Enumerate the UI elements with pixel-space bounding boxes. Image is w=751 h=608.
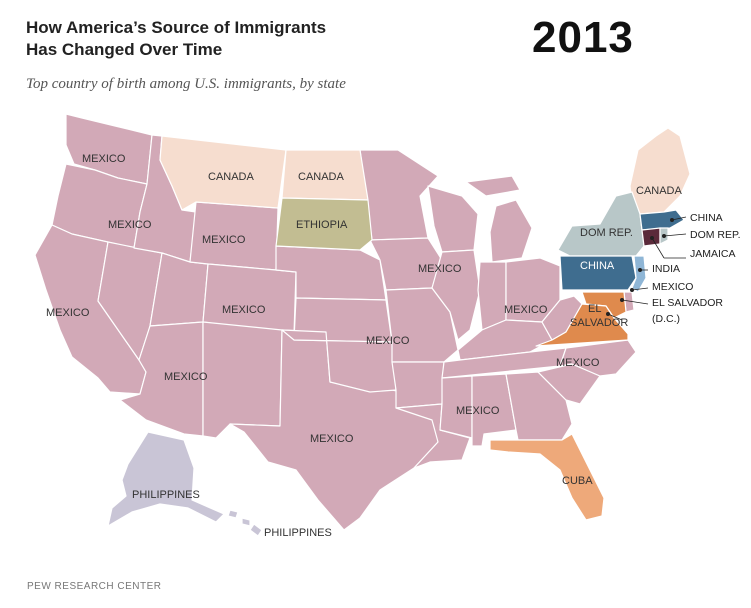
callout-label-new-jersey: INDIA xyxy=(652,263,680,275)
state-mississippi xyxy=(439,375,473,439)
state-new-england-canada xyxy=(629,127,691,215)
title-line-1: How America’s Source of Immigrants xyxy=(26,18,327,37)
label-north-dakota: CANADA xyxy=(298,171,345,183)
callout-label-maryland: EL SALVADOR xyxy=(652,297,723,309)
map-subtitle: Top country of birth among U.S. immigran… xyxy=(26,76,346,92)
label-midwest: MEXICO xyxy=(418,263,462,275)
label-nevada-utah: MEXICO xyxy=(222,304,266,316)
label-pennsylvania: CHINA xyxy=(580,260,615,272)
label-south-dakota: ETHIOPIA xyxy=(296,219,348,231)
state-virginia xyxy=(535,303,629,347)
map-title: How America’s Source of Immigrants Has C… xyxy=(26,17,436,61)
label-alaska: PHILIPPINES xyxy=(132,489,200,501)
callout-label-dc: (D.C.) xyxy=(652,313,680,325)
title-line-2: Has Changed Over Time xyxy=(26,40,223,59)
callout-line-ma xyxy=(671,216,687,221)
state-florida xyxy=(489,433,605,521)
state-wisconsin xyxy=(427,185,479,253)
state-new-jersey xyxy=(631,255,647,293)
state-indiana xyxy=(477,261,507,331)
label-idaho: MEXICO xyxy=(202,234,246,246)
callout-label-delaware: MEXICO xyxy=(652,281,693,293)
state-oklahoma xyxy=(281,329,397,393)
callout-line-ri xyxy=(663,233,687,237)
callout-label-rhode-island: DOM REP. xyxy=(690,229,741,241)
state-new-mexico xyxy=(202,321,283,439)
state-alaska xyxy=(107,431,225,527)
label-virginia-line2: SALVADOR xyxy=(570,317,628,329)
label-new-england: CANADA xyxy=(636,185,683,197)
label-north-carolina: MEXICO xyxy=(556,357,600,369)
label-new-york: DOM REP. xyxy=(580,227,633,239)
source-credit: PEW RESEARCH CENTER xyxy=(27,581,162,592)
label-washington: MEXICO xyxy=(82,153,126,165)
state-illinois xyxy=(431,249,481,341)
callout-label-massachusetts: CHINA xyxy=(690,212,723,224)
label-kansas-missouri: MEXICO xyxy=(366,335,410,347)
callout-line-de xyxy=(631,287,649,291)
state-hawaii xyxy=(227,509,263,537)
label-oregon: MEXICO xyxy=(108,219,152,231)
state-michigan xyxy=(465,175,533,263)
label-hawaii: PHILIPPINES xyxy=(264,527,332,539)
label-florida: CUBA xyxy=(562,475,593,487)
state-pennsylvania xyxy=(559,255,637,291)
label-south: MEXICO xyxy=(456,405,500,417)
state-south-dakota xyxy=(275,197,373,251)
callout-line-md xyxy=(621,299,649,305)
state-new-york xyxy=(557,191,645,257)
label-virginia-line1: EL xyxy=(588,303,601,315)
year-label: 2013 xyxy=(532,13,634,62)
callout-line-ct xyxy=(651,237,665,259)
label-california: MEXICO xyxy=(46,307,90,319)
callout-line-dc xyxy=(607,313,623,321)
callout-label-connecticut: JAMAICA xyxy=(690,248,736,260)
label-arizona-newmexico: MEXICO xyxy=(164,371,208,383)
state-minnesota xyxy=(359,149,439,241)
state-colorado xyxy=(202,263,297,335)
state-north-carolina xyxy=(559,339,637,377)
label-texas: MEXICO xyxy=(310,433,354,445)
label-montana: CANADA xyxy=(208,171,255,183)
label-ohio: MEXICO xyxy=(504,304,548,316)
state-arkansas xyxy=(391,361,445,409)
state-massachusetts xyxy=(639,209,685,231)
